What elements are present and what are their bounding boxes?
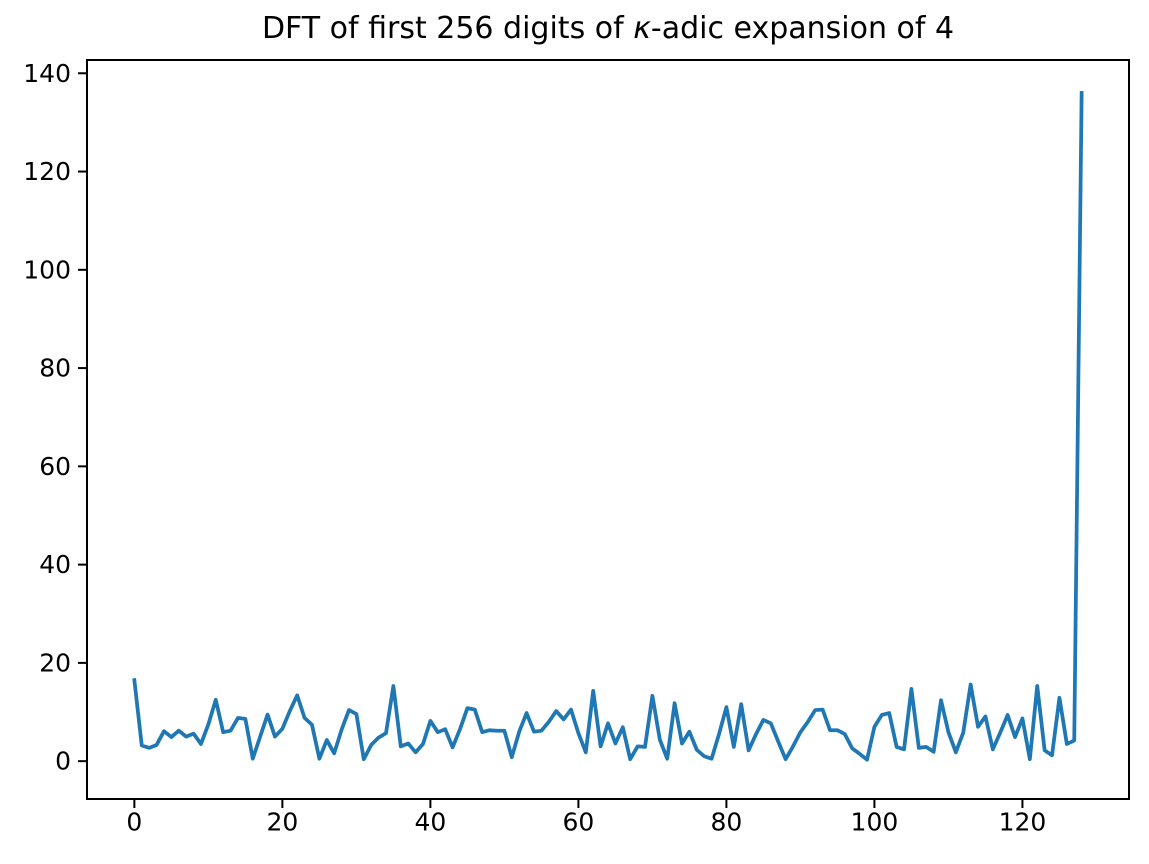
y-tick-label: 20 <box>39 648 71 677</box>
chart-title-prefix: DFT of first 256 digits of <box>261 11 634 46</box>
y-tick-label: 140 <box>23 59 71 88</box>
axes-frame <box>86 59 1130 800</box>
x-tick-label: 100 <box>851 807 899 836</box>
x-tick-label: 80 <box>711 807 743 836</box>
x-tick-label: 20 <box>266 807 298 836</box>
chart-title: DFT of first 256 digits of κ-adic expans… <box>87 11 1129 46</box>
kappa-symbol: κ <box>633 11 651 46</box>
chart-title-suffix: -adic expansion of 4 <box>650 11 955 46</box>
y-tick-label: 80 <box>39 354 71 383</box>
x-tick-label: 60 <box>562 807 594 836</box>
y-tick-label: 120 <box>23 157 71 186</box>
y-tick-label: 0 <box>55 747 71 776</box>
y-tick-label: 60 <box>39 452 71 481</box>
dft-magnitude-line <box>132 91 1084 762</box>
y-tick-label: 100 <box>23 255 71 284</box>
x-tick-label: 40 <box>414 807 446 836</box>
y-tick-label: 40 <box>39 550 71 579</box>
x-tick-label: 120 <box>999 807 1047 836</box>
x-tick-label: 0 <box>126 807 142 836</box>
